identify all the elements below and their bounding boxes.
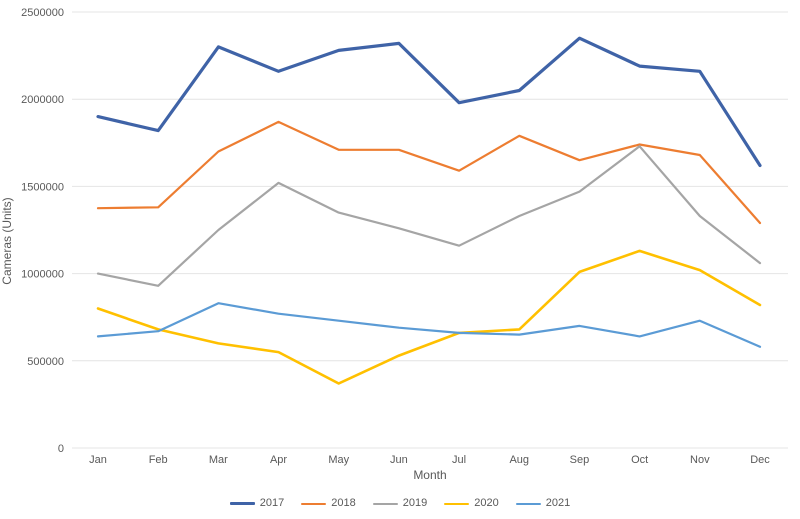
x-tick-label: Feb [149, 454, 168, 466]
legend-swatch-2019 [372, 502, 398, 505]
y-tick-label: 2500000 [21, 7, 64, 19]
legend-swatch-2020 [444, 502, 470, 505]
x-tick-label: Jun [390, 454, 408, 466]
x-tick-label: Nov [690, 454, 710, 466]
legend-label: 2019 [402, 497, 428, 509]
y-tick-label: 1000000 [21, 269, 64, 281]
series-line-2019 [96, 145, 762, 287]
legend: 2017 2018 2019 2020 2021 [0, 498, 800, 509]
legend-item-2017: 2017 [229, 497, 285, 509]
series-line-2017 [96, 36, 762, 168]
x-tick-label: Sep [570, 454, 590, 466]
series-line-2018 [96, 120, 762, 225]
x-tick-label: May [328, 454, 349, 466]
y-axis-title: Cameras (Units) [0, 197, 14, 285]
legend-swatch-2017 [229, 502, 255, 505]
legend-label: 2020 [474, 497, 499, 509]
legend-label: 2018 [331, 497, 356, 509]
y-tick-label: 1500000 [21, 181, 64, 193]
y-tick-label: 2000000 [21, 94, 64, 106]
x-tick-label: Aug [509, 454, 529, 466]
x-tick-label: Apr [270, 454, 287, 466]
x-axis-title: Month [413, 468, 447, 482]
legend-label: 2017 [259, 497, 285, 509]
x-tick-label: Jul [452, 454, 466, 466]
legend-item-2018: 2018 [301, 497, 356, 509]
x-tick-label: Dec [750, 454, 770, 466]
y-tick-label: 500000 [27, 356, 64, 368]
legend-item-2020: 2020 [444, 497, 499, 509]
legend-item-2021: 2021 [515, 497, 571, 509]
x-tick-label: Mar [209, 454, 228, 466]
y-tick-label: 0 [58, 443, 64, 455]
legend-item-2019: 2019 [372, 497, 428, 509]
legend-swatch-2021 [515, 502, 541, 505]
x-tick-label: Jan [89, 454, 107, 466]
x-tick-label: Oct [631, 454, 648, 466]
series-line-2021 [96, 302, 762, 348]
legend-swatch-2018 [301, 502, 327, 505]
series-line-2020 [96, 249, 762, 385]
legend-label: 2021 [545, 497, 571, 509]
